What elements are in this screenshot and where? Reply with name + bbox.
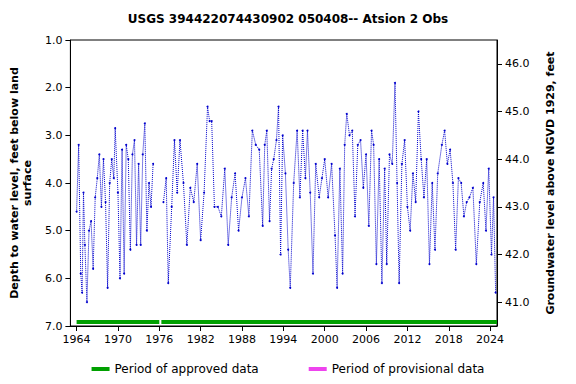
svg-text:Depth to water level, feet bel: Depth to water level, feet below land [8, 67, 21, 299]
svg-text:46.0: 46.0 [505, 57, 530, 70]
svg-text:2.0: 2.0 [45, 81, 63, 94]
svg-text:45.0: 45.0 [505, 105, 530, 118]
svg-text:Groundwater level above NGVD 1: Groundwater level above NGVD 1929, feet [544, 51, 557, 314]
svg-text:Period of approved data: Period of approved data [115, 362, 259, 376]
svg-text:3.0: 3.0 [45, 129, 63, 142]
svg-text:2024: 2024 [476, 333, 504, 346]
svg-text:44.0: 44.0 [505, 153, 530, 166]
svg-text:2006: 2006 [352, 333, 380, 346]
svg-text:43.0: 43.0 [505, 200, 530, 213]
svg-text:5.0: 5.0 [45, 224, 63, 237]
svg-text:7.0: 7.0 [45, 320, 63, 333]
svg-text:41.0: 41.0 [505, 296, 530, 309]
svg-text:6.0: 6.0 [45, 272, 63, 285]
svg-text:2012: 2012 [393, 333, 421, 346]
svg-text:1976: 1976 [145, 333, 173, 346]
svg-text:1988: 1988 [228, 333, 256, 346]
svg-text:2018: 2018 [435, 333, 463, 346]
svg-text:USGS 394422074430902 050408--: USGS 394422074430902 050408-- Atsion 2 O… [128, 12, 448, 26]
svg-text:2000: 2000 [311, 333, 339, 346]
svg-text:1964: 1964 [63, 333, 91, 346]
svg-text:1994: 1994 [269, 333, 297, 346]
svg-text:4.0: 4.0 [45, 177, 63, 190]
svg-text:42.0: 42.0 [505, 248, 530, 261]
svg-text:Period of provisional data: Period of provisional data [332, 362, 485, 376]
svg-text:1970: 1970 [104, 333, 132, 346]
svg-text:surface: surface [21, 160, 34, 206]
svg-text:1.0: 1.0 [45, 34, 63, 47]
svg-text:1982: 1982 [187, 333, 215, 346]
